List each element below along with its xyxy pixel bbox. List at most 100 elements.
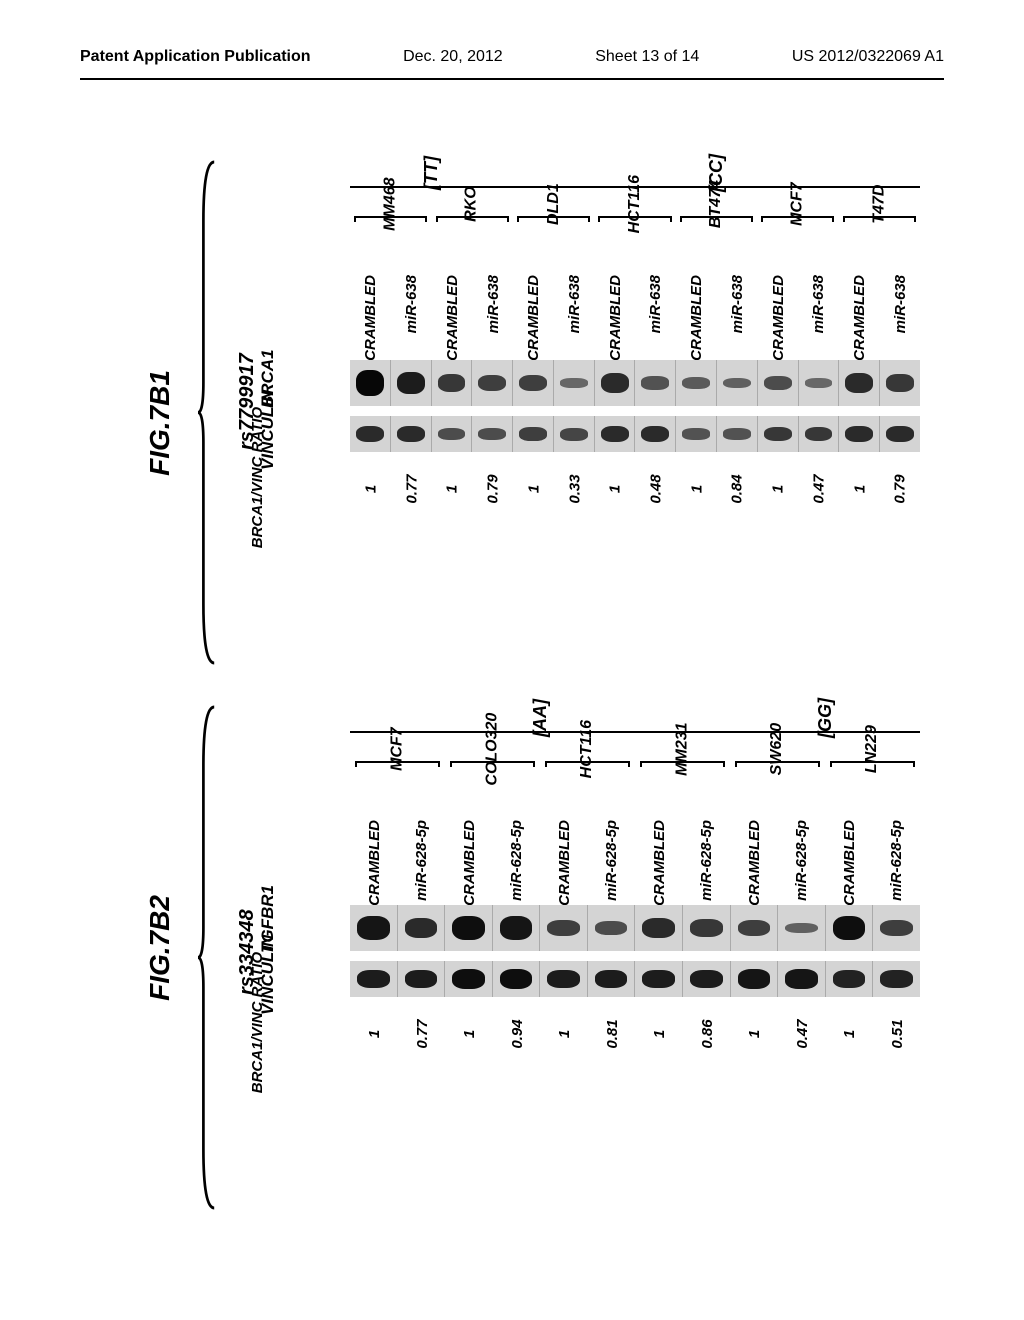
blot-lane [587, 961, 635, 997]
cell-line-label: RKO [460, 186, 484, 222]
cell-line-label: MCF7 [786, 182, 810, 226]
band [405, 918, 438, 938]
cell-row-b1: MM468RKODLD1HCT116BT474MCF7T47D [350, 192, 920, 222]
blot-lane [777, 905, 825, 951]
ratio-value: 1 [830, 1010, 868, 1058]
blot-lane [634, 905, 682, 951]
genotype-label: [GG] [814, 698, 836, 738]
header-rule [80, 78, 944, 80]
ratio-value: 1 [433, 469, 471, 510]
band [833, 970, 866, 988]
band [682, 428, 710, 439]
ratio-value: 0.48 [636, 469, 674, 510]
blot-lane [716, 416, 757, 452]
blot-lane [587, 905, 635, 951]
band [764, 427, 792, 442]
band [764, 376, 792, 390]
cell-group: HCT116 [540, 737, 635, 767]
genotype-row-b2: [AA][GG] [350, 705, 920, 733]
blot-lane [397, 905, 445, 951]
band [356, 370, 384, 396]
blot-lane [350, 416, 390, 452]
band [642, 970, 675, 988]
blot-strip-brca1 [350, 360, 920, 406]
blot-lane [553, 416, 594, 452]
cell-line-label: HCT116 [575, 720, 599, 778]
band [547, 970, 580, 988]
cell-line-label: MM231 [670, 722, 694, 775]
ratio-value: 1 [355, 1010, 393, 1058]
cell-line-label: HCT116 [623, 175, 647, 233]
ratio-value: 0.79 [474, 469, 512, 510]
blot-strip-tgfbr1 [350, 905, 920, 951]
blot-lane [838, 360, 879, 406]
genotype-group: [TT] [350, 160, 513, 188]
lane: miR-638 [879, 230, 920, 350]
ratio-row-b2: 10.7710.9410.8110.8610.4710.51 [350, 1015, 920, 1053]
blot-lane [675, 416, 716, 452]
ratio-value: 0.94 [497, 1010, 535, 1058]
band [785, 969, 818, 988]
cell-group: DLD1 [513, 192, 594, 222]
lane-labels-b2: SCRAMBLEDmiR-628-5pSCRAMBLEDmiR-628-5pSC… [350, 775, 920, 895]
band [886, 426, 914, 443]
blot-lane [350, 360, 390, 406]
brace-b1 [198, 160, 216, 665]
blot-lane [492, 905, 540, 951]
blot-lane [397, 961, 445, 997]
band [438, 428, 466, 440]
band [595, 921, 628, 935]
band [500, 916, 533, 940]
ratio-value: 0.84 [718, 469, 756, 510]
band [785, 923, 818, 934]
cell-line-label: DLD1 [541, 183, 565, 225]
blot-lane [390, 416, 431, 452]
cell-line-label: MCF7 [385, 727, 409, 771]
blot-lane [539, 961, 587, 997]
band [805, 427, 833, 442]
blot-lane [594, 360, 635, 406]
ratio-value: 0.77 [402, 1010, 440, 1058]
band [519, 427, 547, 441]
blot-lane [825, 961, 873, 997]
band [833, 916, 866, 941]
publication-date: Dec. 20, 2012 [403, 48, 503, 66]
blot-lane [444, 905, 492, 951]
cell-line-label: BT474 [704, 180, 728, 228]
blot-lane [757, 360, 798, 406]
lane: miR-628-5p [873, 775, 921, 895]
blot-lane [798, 416, 839, 452]
blot-lane [594, 416, 635, 452]
fig-7b1-label: FIG.7B1 [144, 370, 176, 476]
ratio-value: 0.47 [799, 469, 837, 510]
blot-lane [634, 961, 682, 997]
band [723, 378, 751, 389]
blot-lane [512, 360, 553, 406]
ratio-value: 1 [677, 469, 715, 510]
lane-labels-b1: SCRAMBLEDmiR-638SCRAMBLEDmiR-638SCRAMBLE… [350, 230, 920, 350]
brace-b2 [198, 705, 216, 1210]
treatment-label: miR-638 [845, 275, 955, 295]
band [723, 428, 751, 439]
ratio-row-b1: 10.7710.7910.3310.4810.8410.4710.79 [350, 470, 920, 508]
sheet-number: Sheet 13 of 14 [595, 48, 699, 66]
ratio-value: 0.86 [687, 1010, 725, 1058]
band [682, 377, 710, 389]
cell-group: T47D [839, 192, 920, 222]
band [478, 375, 506, 392]
band [601, 373, 629, 393]
cell-line-label: SW620 [765, 723, 789, 775]
document-number: US 2012/0322069 A1 [792, 48, 944, 66]
band [356, 426, 384, 443]
ratio-value: 0.79 [881, 469, 919, 510]
band [595, 970, 628, 988]
band [405, 970, 438, 988]
band [641, 376, 669, 389]
cell-group: MCF7 [757, 192, 838, 222]
ratio-value: 1 [351, 469, 389, 510]
band [357, 916, 390, 940]
ratio-value: 0.77 [392, 469, 430, 510]
blot-lane [431, 360, 472, 406]
blot-lane [682, 961, 730, 997]
cell-line-label: MM468 [379, 177, 403, 230]
